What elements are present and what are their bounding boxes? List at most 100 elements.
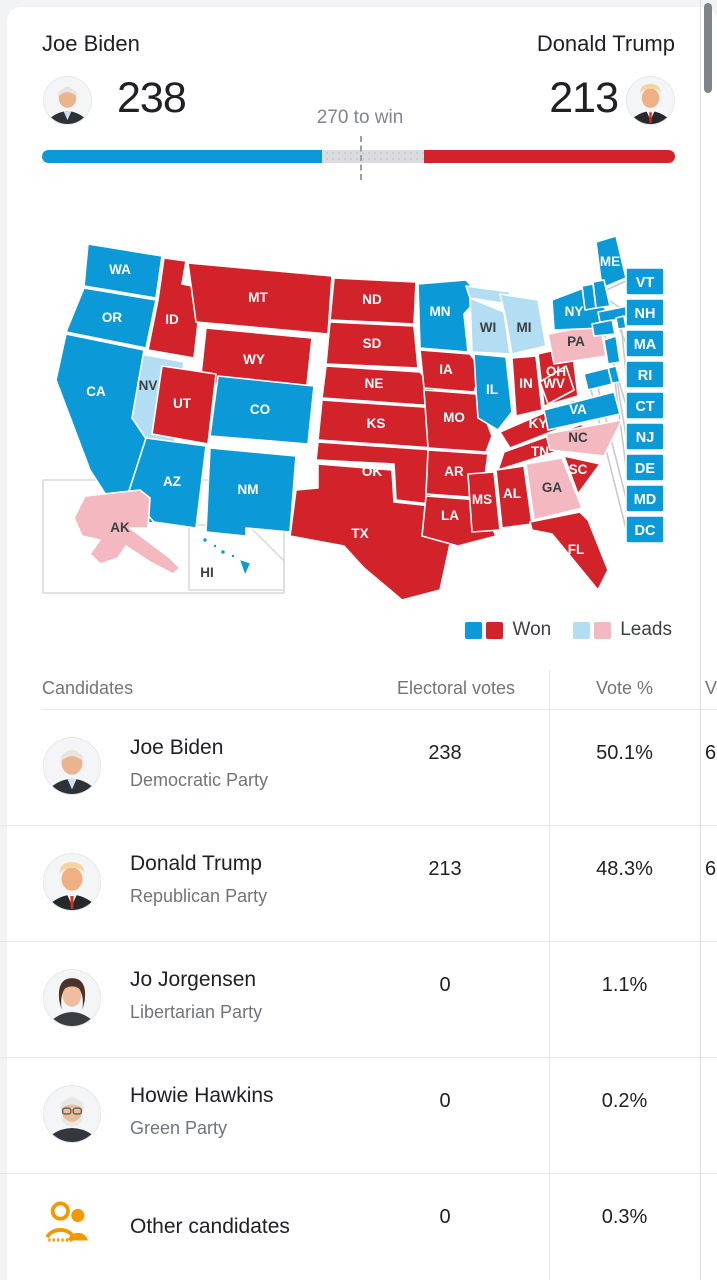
state-label-OK: OK — [362, 464, 383, 479]
state-CT[interactable] — [591, 319, 616, 337]
state-label-GA: GA — [542, 480, 563, 495]
state-IL[interactable] — [473, 353, 513, 431]
state-MI[interactable] — [465, 285, 547, 355]
state-NC[interactable] — [545, 419, 623, 457]
side-box-NH[interactable]: NH — [625, 298, 665, 327]
state-label-TX: TX — [351, 526, 368, 541]
table-header-divider — [42, 709, 717, 710]
candidate-votes-clipped: 6 — [705, 742, 717, 764]
avatar-trump — [44, 854, 100, 910]
svg-text:DE: DE — [635, 461, 655, 477]
side-state-boxes: VT NH MA RI CT NJ DE MD DC — [625, 267, 665, 544]
table-row[interactable]: Jo Jorgensen Libertarian Party 0 1.1% — [0, 942, 717, 1058]
table-row[interactable]: Donald Trump Republican Party 213 48.3% … — [0, 826, 717, 942]
state-MT[interactable] — [187, 262, 333, 335]
candidate-party: Green Party — [130, 1118, 228, 1138]
svg-text:DC: DC — [635, 523, 656, 539]
state-label-MT: MT — [248, 290, 268, 305]
candidate-party: Libertarian Party — [130, 1002, 263, 1022]
state-MD[interactable] — [583, 367, 613, 391]
side-box-DC[interactable]: DC — [625, 515, 665, 544]
state-CO[interactable] — [209, 375, 315, 445]
state-label-PA: PA — [567, 334, 585, 349]
state-IN[interactable] — [511, 355, 543, 417]
state-UT[interactable] — [151, 365, 217, 445]
state-label-IN: IN — [519, 376, 533, 391]
state-SC[interactable] — [563, 455, 601, 495]
state-ID[interactable] — [147, 257, 203, 359]
state-NJ[interactable] — [603, 335, 621, 365]
candidate-name-left: Joe Biden — [42, 31, 140, 56]
candidate-votes-clipped: 6 — [705, 858, 717, 880]
column-header-vote-pct: Vote % — [595, 678, 654, 698]
state-WA[interactable] — [83, 243, 163, 299]
candidate-party: Democratic Party — [130, 770, 269, 790]
table-row[interactable]: Other candidates 0 0.3% — [0, 1174, 717, 1280]
candidate-vote-pct: 50.1% — [596, 742, 653, 764]
avatar-hawkins — [44, 1086, 100, 1142]
table-row[interactable]: Joe Biden Democratic Party 238 50.1% 6 — [0, 710, 717, 826]
state-label-OH: OH — [546, 364, 566, 379]
state-label-MN: MN — [430, 304, 451, 319]
state-label-ID: ID — [165, 312, 179, 327]
state-OR[interactable] — [65, 287, 157, 349]
svg-text:NJ: NJ — [636, 430, 655, 446]
state-GA[interactable] — [525, 457, 583, 521]
state-label-NC: NC — [568, 430, 588, 445]
threshold-marker-line — [359, 136, 362, 180]
state-TX[interactable] — [289, 463, 451, 601]
state-label-MS: MS — [472, 492, 492, 507]
state-FL[interactable] — [529, 511, 609, 591]
candidate-name: Howie Hawkins — [130, 1084, 274, 1107]
electoral-progress-bar — [42, 136, 675, 180]
scrollbar-track-line — [700, 0, 701, 1280]
state-AK[interactable] — [73, 489, 181, 575]
side-box-VT[interactable]: VT — [625, 267, 665, 296]
svg-text:VT: VT — [636, 275, 655, 291]
state-HI[interactable] — [201, 536, 252, 577]
state-label-OR: OR — [102, 310, 123, 325]
candidate-name: Jo Jorgensen — [130, 968, 257, 991]
svg-text:CT: CT — [635, 399, 654, 415]
state-MS[interactable] — [467, 471, 501, 533]
progress-bar-track — [42, 150, 675, 163]
state-label-NY: NY — [565, 304, 584, 319]
candidate-vote-pct: 1.1% — [601, 974, 648, 996]
side-box-MA[interactable]: MA — [625, 329, 665, 358]
state-RI[interactable] — [615, 315, 627, 330]
candidate-name: Joe Biden — [130, 736, 224, 759]
map-legend: Won Leads — [465, 619, 672, 641]
state-label-WY: WY — [243, 352, 265, 367]
state-label-WI: WI — [480, 320, 497, 335]
side-box-DE[interactable]: DE — [625, 453, 665, 482]
side-box-NJ[interactable]: NJ — [625, 422, 665, 451]
state-label-NE: NE — [365, 376, 384, 391]
state-label-AZ: AZ — [163, 474, 181, 489]
people-icon — [44, 1198, 100, 1254]
candidate-electoral-votes: 238 — [428, 742, 462, 764]
state-NM[interactable] — [205, 447, 297, 537]
side-box-MD[interactable]: MD — [625, 484, 665, 513]
scrollbar-thumb[interactable] — [704, 3, 712, 93]
side-box-CT[interactable]: CT — [625, 391, 665, 420]
state-WI[interactable] — [469, 297, 511, 355]
progress-bar-rep-segment — [424, 150, 675, 163]
candidate-electoral-votes: 0 — [439, 1090, 451, 1112]
table-row[interactable]: Howie Hawkins Green Party 0 0.2% — [0, 1058, 717, 1174]
state-VA[interactable] — [543, 391, 621, 431]
results-card — [7, 7, 717, 1280]
state-label-FL: FL — [568, 542, 585, 557]
state-NH[interactable] — [592, 279, 611, 309]
state-label-SC: SC — [569, 462, 588, 477]
electoral-count-right: 213 — [549, 74, 619, 122]
candidate-name: Other candidates — [130, 1215, 290, 1238]
trump-avatar — [627, 77, 674, 124]
side-box-RI[interactable]: RI — [625, 360, 665, 389]
state-MN[interactable] — [417, 279, 481, 353]
state-WV[interactable] — [539, 365, 575, 405]
state-MO[interactable] — [423, 389, 493, 453]
legend-dem-won-swatch — [465, 621, 483, 639]
state-ND[interactable] — [329, 277, 417, 325]
state-SD[interactable] — [325, 321, 419, 369]
